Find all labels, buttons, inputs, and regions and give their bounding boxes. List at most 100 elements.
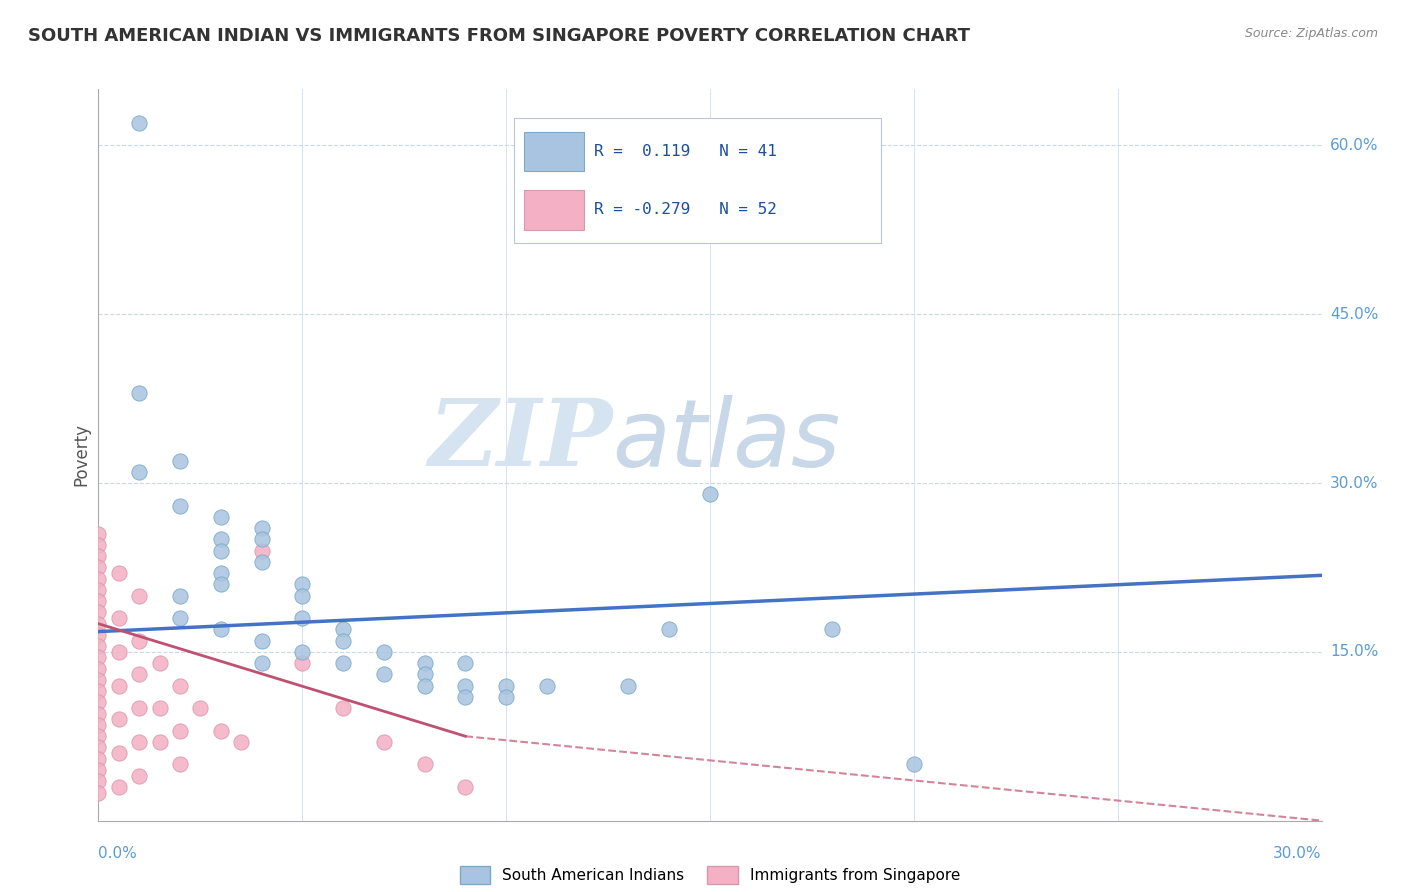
Point (108, 746, 131, 760)
Point (108, 712, 131, 726)
Point (291, 645, 314, 659)
Text: ZIP: ZIP (427, 395, 612, 485)
Point (87, 526, 110, 541)
Point (332, 633, 354, 648)
Point (495, 679, 517, 693)
Point (128, 735, 150, 749)
Point (169, 723, 191, 738)
Text: 30.0%: 30.0% (1274, 846, 1322, 861)
Point (87, 549, 110, 564)
Point (128, 386, 150, 401)
Point (373, 735, 395, 749)
Point (108, 645, 131, 659)
Point (108, 679, 131, 693)
Point (209, 623, 232, 637)
Point (291, 577, 314, 591)
Text: R = -0.279   N = 52: R = -0.279 N = 52 (593, 202, 776, 218)
Point (87, 538, 110, 552)
Point (149, 735, 172, 749)
Point (291, 656, 314, 670)
FancyBboxPatch shape (524, 190, 583, 229)
Text: atlas: atlas (612, 395, 841, 486)
Point (87, 740, 110, 755)
Point (903, 757, 925, 772)
Point (108, 566, 131, 580)
Point (149, 656, 172, 670)
Point (658, 623, 681, 637)
Point (250, 521, 273, 535)
Point (209, 566, 232, 580)
Point (536, 679, 558, 693)
Point (87, 582, 110, 597)
Point (128, 701, 150, 715)
Point (87, 763, 110, 777)
Text: 15.0%: 15.0% (1330, 644, 1378, 659)
Point (454, 656, 477, 670)
Point (87, 572, 110, 586)
Point (87, 684, 110, 698)
Point (87, 752, 110, 766)
Point (495, 690, 517, 704)
Point (108, 611, 131, 625)
Point (128, 589, 150, 603)
Point (87, 673, 110, 687)
Point (149, 701, 172, 715)
Point (169, 453, 191, 467)
Point (332, 701, 354, 715)
Point (87, 662, 110, 676)
Point (332, 623, 354, 637)
Point (108, 780, 131, 794)
Point (87, 729, 110, 743)
Point (87, 774, 110, 789)
Text: SOUTH AMERICAN INDIAN VS IMMIGRANTS FROM SINGAPORE POVERTY CORRELATION CHART: SOUTH AMERICAN INDIAN VS IMMIGRANTS FROM… (28, 27, 970, 45)
Point (209, 577, 232, 591)
Point (87, 785, 110, 799)
Point (87, 628, 110, 642)
Point (209, 543, 232, 558)
Point (87, 560, 110, 574)
Point (128, 667, 150, 681)
Point (87, 606, 110, 620)
Point (699, 487, 721, 501)
Point (128, 116, 150, 130)
Point (209, 509, 232, 524)
FancyBboxPatch shape (515, 119, 882, 243)
Point (250, 656, 273, 670)
Point (454, 679, 477, 693)
Point (169, 589, 191, 603)
Point (250, 533, 273, 547)
FancyBboxPatch shape (524, 132, 583, 171)
Point (454, 780, 477, 794)
Point (413, 757, 436, 772)
Point (209, 533, 232, 547)
Point (209, 723, 232, 738)
Point (413, 667, 436, 681)
Text: 60.0%: 60.0% (1330, 138, 1378, 153)
Point (250, 543, 273, 558)
Point (250, 555, 273, 569)
Point (373, 667, 395, 681)
Point (188, 701, 212, 715)
Point (87, 696, 110, 710)
Text: 45.0%: 45.0% (1330, 307, 1378, 322)
Point (231, 735, 253, 749)
Point (821, 623, 844, 637)
Point (413, 679, 436, 693)
Point (250, 633, 273, 648)
Point (169, 679, 191, 693)
Point (332, 656, 354, 670)
Point (291, 611, 314, 625)
Point (373, 645, 395, 659)
Point (87, 594, 110, 608)
Point (291, 589, 314, 603)
Point (87, 718, 110, 732)
Legend: South American Indians, Immigrants from Singapore: South American Indians, Immigrants from … (453, 860, 967, 890)
Text: 0.0%: 0.0% (98, 846, 138, 861)
Point (169, 499, 191, 513)
Point (413, 656, 436, 670)
Point (87, 616, 110, 631)
Point (617, 679, 640, 693)
Text: Source: ZipAtlas.com: Source: ZipAtlas.com (1244, 27, 1378, 40)
Point (87, 650, 110, 665)
Point (128, 633, 150, 648)
